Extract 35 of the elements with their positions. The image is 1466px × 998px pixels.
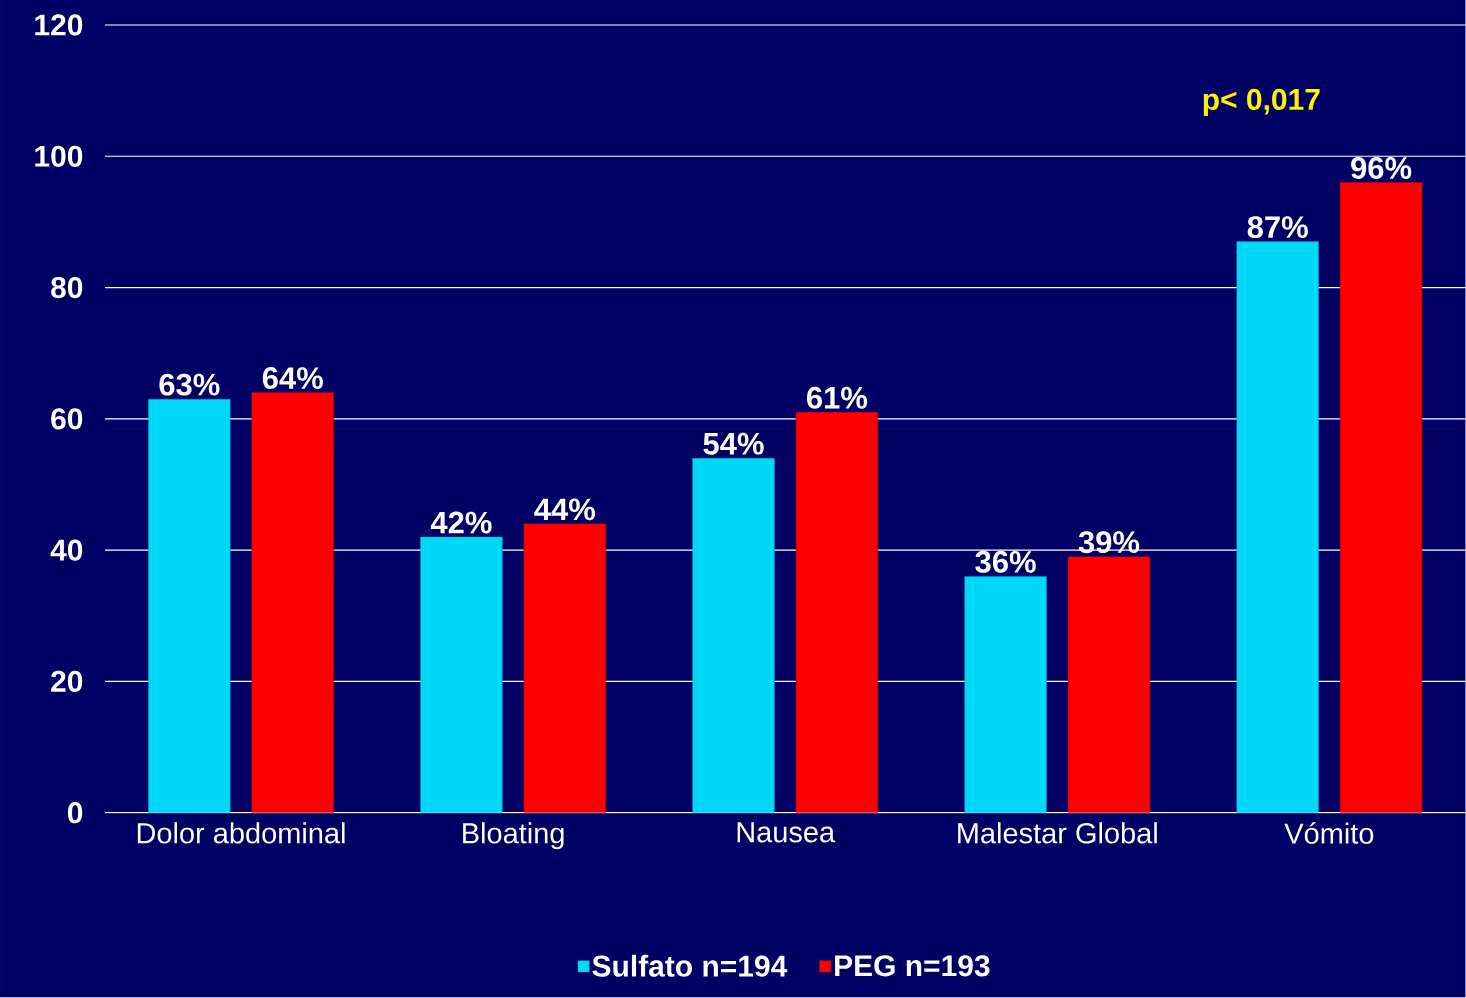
bar <box>795 412 879 813</box>
y-tick-label: 60 <box>51 408 83 430</box>
y-tick-label: 120 <box>35 14 83 36</box>
data-label: 87% <box>1247 216 1308 239</box>
legend-label: PEG n=193 <box>835 955 990 977</box>
data-label: 44% <box>534 498 595 521</box>
y-tick-label: 20 <box>51 670 83 693</box>
bar <box>523 523 606 813</box>
legend-label: Sulfato n=194 <box>592 954 788 977</box>
annotation: p< 0,017 <box>1203 88 1320 117</box>
data-label: 96% <box>1351 157 1412 180</box>
data-label: 39% <box>1078 531 1140 554</box>
data-label: 64% <box>262 367 323 390</box>
y-tick-label: 40 <box>50 539 83 561</box>
bar <box>148 399 231 813</box>
y-tick-label: 80 <box>51 277 83 299</box>
x-tick-label: Vómito <box>1284 822 1374 845</box>
data-label: 61% <box>807 386 868 409</box>
data-label: 36% <box>975 551 1036 574</box>
y-tick-label: 0 <box>67 802 83 824</box>
bar <box>1067 556 1151 813</box>
bar <box>251 392 334 813</box>
x-tick-label: Dolor abdominal <box>137 822 345 844</box>
bar <box>692 458 775 813</box>
data-label: 54% <box>703 433 764 455</box>
bar <box>420 536 503 813</box>
y-tick-label: 100 <box>35 145 83 168</box>
data-label: 42% <box>430 511 492 534</box>
bar <box>964 576 1047 813</box>
x-tick-label: Malestar Global <box>958 822 1157 844</box>
bar <box>1339 182 1423 813</box>
x-tick-label: Bloating <box>463 822 564 850</box>
data-label: 63% <box>159 373 220 396</box>
bar <box>1236 241 1319 813</box>
x-tick-label: Nausea <box>737 822 836 843</box>
